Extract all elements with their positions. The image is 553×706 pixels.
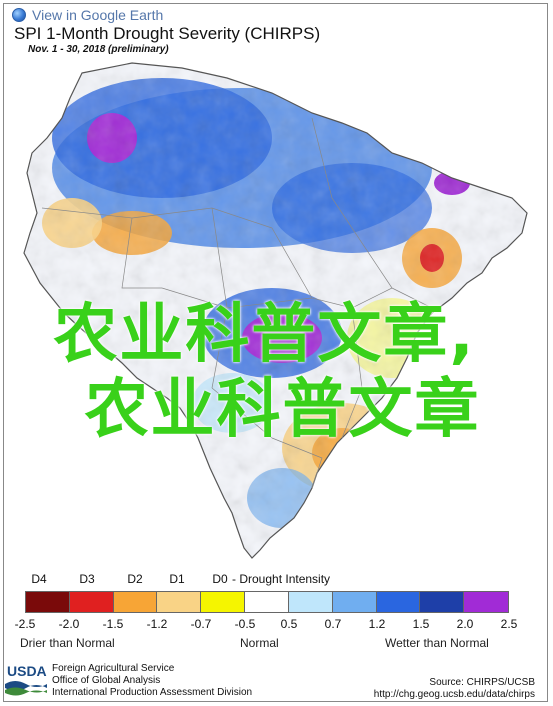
legend-swatch (201, 592, 246, 612)
country-border (23, 62, 528, 559)
legend-tick-label: 0.5 (280, 617, 298, 631)
state-borders (41, 117, 433, 489)
legend-tick-label: -1.5 (102, 617, 124, 631)
legend-tick-label: -2.0 (58, 617, 80, 631)
map-title: SPI 1-Month Drought Severity (CHIRPS) (14, 24, 321, 43)
legend-category-d4: D4 (31, 572, 47, 586)
legend-category-d1: D1 (169, 572, 185, 586)
legend-tick-label: 0.7 (324, 617, 342, 631)
legend-tick-label: -0.5 (234, 617, 256, 631)
usda-logo: USDA (5, 663, 47, 696)
google-earth-link[interactable]: View in Google Earth (12, 6, 163, 24)
agency-line-3: International Production Assessment Divi… (52, 687, 253, 698)
legend-tick-label: 2.5 (500, 617, 518, 631)
google-earth-link-label[interactable]: View in Google Earth (32, 7, 164, 23)
legend-wetter-label: Wetter than Normal (385, 636, 489, 650)
legend-tick-label: -1.2 (146, 617, 168, 631)
legend-color-bar (25, 591, 509, 613)
legend-category-d2: D2 (127, 572, 143, 586)
watermark-line-2: 农业科普文章 (84, 373, 481, 447)
legend-tick-label: 2.0 (456, 617, 474, 631)
legend-swatch (69, 592, 114, 612)
legend-swatch (245, 592, 289, 612)
legend-swatch (157, 592, 202, 612)
agency-line-1: Foreign Agricultural Service (52, 663, 175, 674)
legend-category-d3: D3 (79, 572, 95, 586)
agency-line-2: Office of Global Analysis (52, 675, 161, 686)
legend-swatch (420, 592, 465, 612)
drought-map (12, 58, 542, 563)
watermark-line-1: 农业科普文章, (53, 298, 476, 372)
legend-swatch (332, 592, 377, 612)
source-credit: Source: CHIRPS/UCSB http://chg.geog.ucsb… (374, 677, 535, 701)
legend-tick-label: 1.2 (368, 617, 386, 631)
brazil-spi-map (12, 58, 542, 563)
legend-swatch (464, 592, 508, 612)
agency-text: Foreign Agricultural Service Office of G… (52, 663, 252, 699)
legend-tick-label: -2.5 (14, 617, 36, 631)
legend-swatch (26, 592, 70, 612)
source-label: Source: CHIRPS/UCSB (429, 677, 535, 688)
svg-text:USDA: USDA (7, 663, 47, 679)
source-url[interactable]: http://chg.geog.ucsb.edu/data/chirps (373, 689, 535, 700)
legend-swatch (288, 592, 333, 612)
legend-swatch (113, 592, 158, 612)
legend-normal-label: Normal (240, 636, 279, 650)
map-subtitle: Nov. 1 - 30, 2018 (preliminary) (28, 44, 169, 55)
legend-category-d0: D0 (212, 572, 228, 586)
legend-tick-label: -0.7 (190, 617, 212, 631)
globe-icon (12, 8, 26, 22)
legend-intensity-label: - Drought Intensity (232, 572, 331, 586)
legend-swatch (376, 592, 421, 612)
legend-drier-label: Drier than Normal (20, 636, 115, 650)
legend-tick-label: 1.5 (412, 617, 430, 631)
